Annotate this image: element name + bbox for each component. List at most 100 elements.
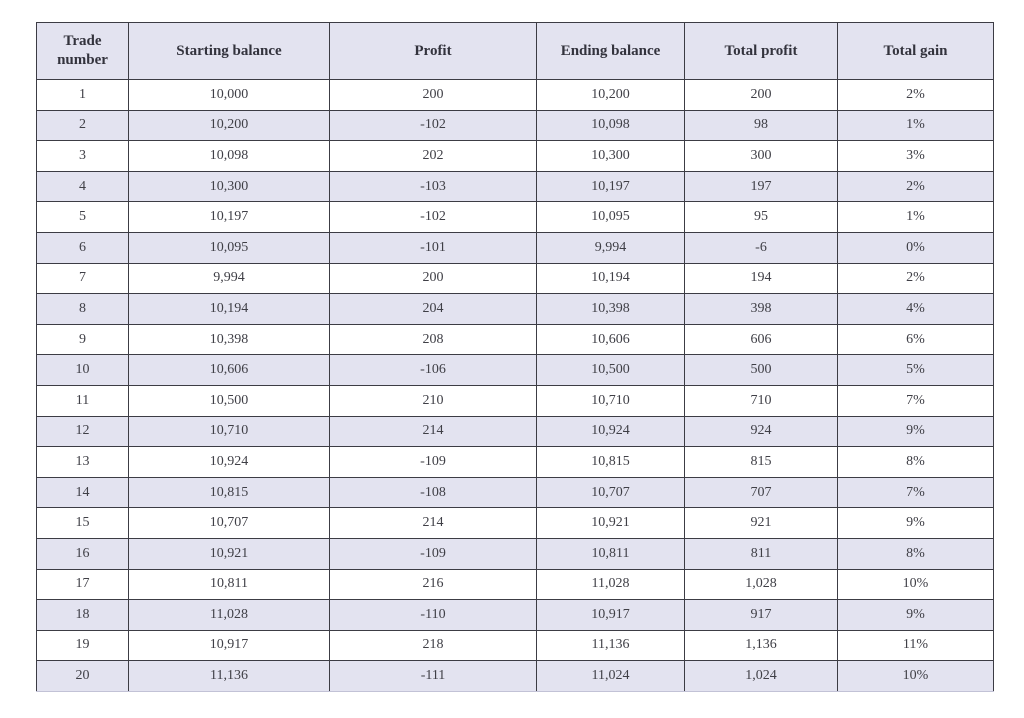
table-row: 14 10,815 -108 10,707 707 7% <box>36 476 994 509</box>
table-row: 20 11,136 -111 11,024 1,024 10% <box>36 660 994 692</box>
table-cell: -102 <box>329 201 537 233</box>
table-cell: 10,815 <box>128 476 330 509</box>
table-cell: 10,398 <box>128 323 330 356</box>
table-cell: 8% <box>837 446 994 478</box>
table-cell: 1,024 <box>684 660 838 692</box>
table-cell: 10,300 <box>536 140 685 172</box>
table-cell: 917 <box>684 599 838 631</box>
table-cell: 200 <box>329 262 537 295</box>
table-cell: 10,500 <box>128 384 330 417</box>
table-cell: 10,924 <box>128 446 330 478</box>
table-cell: 10,924 <box>536 415 685 448</box>
table-row: 9 10,398 208 10,606 606 6% <box>36 323 994 356</box>
table-cell: 6% <box>837 323 994 356</box>
table-cell: 202 <box>329 140 537 172</box>
table-cell: 10,921 <box>128 537 330 570</box>
table-cell: 9% <box>837 599 994 631</box>
table-cell: 200 <box>684 79 838 111</box>
table-cell: 10,200 <box>128 109 330 142</box>
table-cell: 10,300 <box>128 170 330 203</box>
table-cell: 10,197 <box>536 170 685 203</box>
table-cell: -101 <box>329 231 537 264</box>
table-header: Trade number Starting balance Profit End… <box>36 22 994 80</box>
table-cell: 10,710 <box>536 384 685 417</box>
table-cell: 13 <box>36 446 129 478</box>
table-cell: 10,098 <box>536 109 685 142</box>
table-cell: -103 <box>329 170 537 203</box>
col-header-starting-balance: Starting balance <box>128 22 330 80</box>
table-cell: 2% <box>837 262 994 295</box>
table-cell: 10,917 <box>128 629 330 662</box>
table-cell: 20 <box>36 660 129 692</box>
table-cell: -109 <box>329 446 537 478</box>
table-cell: 10,398 <box>536 293 685 325</box>
table-cell: 3 <box>36 140 129 172</box>
table-cell: 10,811 <box>128 568 330 601</box>
table-row: 6 10,095 -101 9,994 -6 0% <box>36 231 994 264</box>
table-body: 1 10,000 200 10,200 200 2% 2 10,200 -102 10,098 98… <box>36 79 994 692</box>
table-row: 8 10,194 204 10,398 398 4% <box>36 293 994 325</box>
table-cell: 208 <box>329 323 537 356</box>
table-cell: 710 <box>684 384 838 417</box>
table-cell: -108 <box>329 476 537 509</box>
table-cell: 10% <box>837 568 994 601</box>
table-cell: 14 <box>36 476 129 509</box>
table-cell: 204 <box>329 293 537 325</box>
table-cell: 194 <box>684 262 838 295</box>
table-cell: 10,811 <box>536 537 685 570</box>
table-cell: 0% <box>837 231 994 264</box>
table-cell: 10 <box>36 354 129 386</box>
col-header-profit: Profit <box>329 22 537 80</box>
table-cell: 10,710 <box>128 415 330 448</box>
table-cell: 95 <box>684 201 838 233</box>
table-cell: 9,994 <box>128 262 330 295</box>
table-cell: 811 <box>684 537 838 570</box>
table-cell: -106 <box>329 354 537 386</box>
table-row: 18 11,028 -110 10,917 917 9% <box>36 599 994 631</box>
table-row: 12 10,710 214 10,924 924 9% <box>36 415 994 448</box>
table-row: 17 10,811 216 11,028 1,028 10% <box>36 568 994 601</box>
table-cell: 1% <box>837 109 994 142</box>
table-cell: 6 <box>36 231 129 264</box>
table-cell: 19 <box>36 629 129 662</box>
table-cell: 10,200 <box>536 79 685 111</box>
table-row: 11 10,500 210 10,710 710 7% <box>36 384 994 417</box>
table-cell: 7% <box>837 384 994 417</box>
table-cell: 8% <box>837 537 994 570</box>
table-cell: 2% <box>837 170 994 203</box>
table-cell: 606 <box>684 323 838 356</box>
table-cell: 1,028 <box>684 568 838 601</box>
table-cell: 3% <box>837 140 994 172</box>
table-cell: 10,095 <box>536 201 685 233</box>
table-row: 4 10,300 -103 10,197 197 2% <box>36 170 994 203</box>
col-header-total-profit: Total profit <box>684 22 838 80</box>
table-cell: 11,136 <box>536 629 685 662</box>
table-row: 15 10,707 214 10,921 921 9% <box>36 507 994 539</box>
table-row: 16 10,921 -109 10,811 811 8% <box>36 537 994 570</box>
table-cell: 10,197 <box>128 201 330 233</box>
table-cell: 214 <box>329 507 537 539</box>
table-row: 1 10,000 200 10,200 200 2% <box>36 79 994 111</box>
table-cell: 17 <box>36 568 129 601</box>
table-cell: 4 <box>36 170 129 203</box>
table-cell: 2 <box>36 109 129 142</box>
table-cell: 12 <box>36 415 129 448</box>
table-cell: 210 <box>329 384 537 417</box>
table-row: 19 10,917 218 11,136 1,136 11% <box>36 629 994 662</box>
header-row: Trade number Starting balance Profit End… <box>36 22 994 80</box>
table-cell: 15 <box>36 507 129 539</box>
table-cell: 200 <box>329 79 537 111</box>
table-row: 2 10,200 -102 10,098 98 1% <box>36 109 994 142</box>
table-cell: 924 <box>684 415 838 448</box>
table-cell: -111 <box>329 660 537 692</box>
table-cell: 500 <box>684 354 838 386</box>
table-cell: -6 <box>684 231 838 264</box>
table-cell: 4% <box>837 293 994 325</box>
table-cell: -110 <box>329 599 537 631</box>
table-cell: 1 <box>36 79 129 111</box>
trades-table: Trade number Starting balance Profit End… <box>36 22 994 692</box>
table-row: 3 10,098 202 10,300 300 3% <box>36 140 994 172</box>
table-cell: 11,136 <box>128 660 330 692</box>
table-cell: 10,194 <box>128 293 330 325</box>
